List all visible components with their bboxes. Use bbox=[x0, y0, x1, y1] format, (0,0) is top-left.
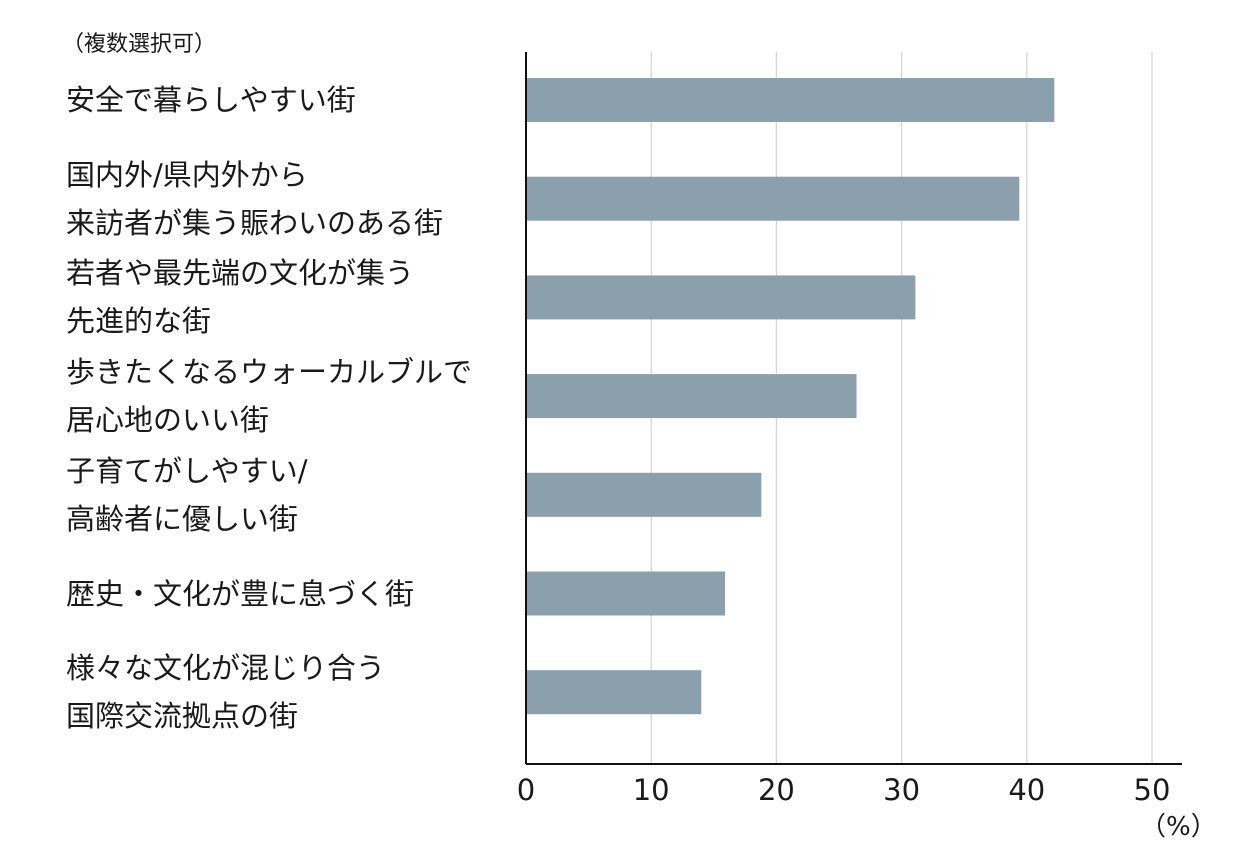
category-label-line: 歴史・文化が豊に息づく街 bbox=[66, 576, 415, 611]
category-label: 子育てがしやすい/高齢者に優しい街 bbox=[66, 447, 307, 543]
category-label-line: 歩きたくなるウォーカルブルで bbox=[66, 355, 473, 390]
category-label: 歩きたくなるウォーカルブルで 居心地のいい街 bbox=[66, 348, 472, 444]
x-tick-label: 30 bbox=[883, 773, 920, 807]
x-tick-label: 20 bbox=[758, 773, 795, 807]
category-label-line: 国内外/県内外から bbox=[66, 157, 308, 192]
category-label-line: 様々な文化が混じり合う bbox=[66, 651, 386, 686]
category-label: 様々な文化が混じり合う 国際交流拠点の街 bbox=[66, 644, 385, 740]
category-label-line: 高齢者に優しい街 bbox=[66, 501, 299, 536]
x-tick-label: 0 bbox=[517, 773, 535, 807]
category-label: 安全で暮らしやすい街 bbox=[66, 76, 356, 124]
category-label: 歴史・文化が豊に息づく街 bbox=[66, 570, 414, 618]
bar-6 bbox=[526, 571, 726, 616]
category-label-line: 子育てがしやすい/ bbox=[66, 453, 308, 488]
category-label: 国内外/県内外から来訪者が集う賑わいのある街 bbox=[66, 151, 443, 247]
category-label-line: 来訪者が集う賑わいのある街 bbox=[66, 205, 444, 240]
x-tick-label: 10 bbox=[633, 773, 670, 807]
x-tick-label: 40 bbox=[1008, 773, 1045, 807]
bar-3 bbox=[526, 275, 916, 320]
category-label-line: 居心地のいい街 bbox=[66, 403, 270, 438]
bar-1 bbox=[526, 78, 1055, 122]
category-label-line: 国際交流拠点の街 bbox=[66, 699, 299, 734]
axis-unit: （%） bbox=[1140, 812, 1217, 842]
category-label-line: 安全で暮らしやすい街 bbox=[66, 83, 356, 117]
bar-7 bbox=[526, 670, 702, 715]
bar-2 bbox=[526, 176, 1020, 221]
category-label: 若者や最先端の文化が集う 先進的な街 bbox=[66, 249, 414, 345]
x-tick-label: 50 bbox=[1134, 773, 1171, 807]
category-label-line: 若者や最先端の文化が集う bbox=[66, 256, 415, 291]
bar-5 bbox=[526, 472, 762, 517]
category-label-line: 先進的な街 bbox=[66, 304, 212, 339]
chart-note: （複数選択可） bbox=[62, 32, 217, 57]
bar-4 bbox=[526, 374, 857, 419]
category-labels: 安全で暮らしやすい街 国内外/県内外から 来訪者が集う賑わいのある街 若者や最先端の文… bbox=[0, 0, 520, 800]
